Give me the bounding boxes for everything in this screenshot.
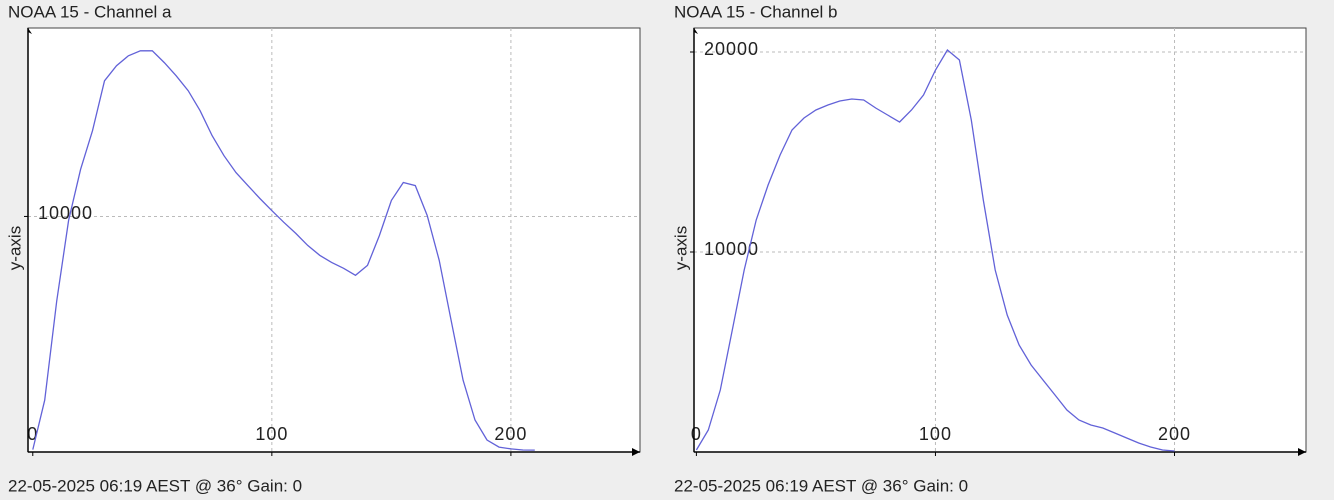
x-tick-label: 0 xyxy=(691,424,702,444)
chart-title: NOAA 15 - Channel a xyxy=(8,2,172,21)
x-tick-label: 100 xyxy=(919,424,952,444)
y-tick-label: 10000 xyxy=(704,239,759,259)
y-axis-arrow xyxy=(694,28,698,34)
footer: 22-05-2025 06:19 AEST @ 36° Gain: 0 xyxy=(674,476,968,495)
y-axis-label: y-axis xyxy=(671,226,690,270)
chart-title: NOAA 15 - Channel b xyxy=(674,2,837,21)
plot-area xyxy=(27,27,641,453)
x-tick-label: 100 xyxy=(255,424,288,444)
y-tick-label: 10000 xyxy=(38,203,93,223)
data-line xyxy=(32,50,535,451)
y-axis-arrow xyxy=(28,28,32,34)
y-axis-label: y-axis xyxy=(5,226,24,270)
x-tick-label: 200 xyxy=(494,424,527,444)
plot-area xyxy=(693,27,1307,453)
data-line xyxy=(695,49,1175,452)
footer: 22-05-2025 06:19 AEST @ 36° Gain: 0 xyxy=(8,476,302,495)
x-axis-arrow xyxy=(1298,448,1306,456)
x-tick-label: 200 xyxy=(1158,424,1191,444)
x-tick-label: 0 xyxy=(27,424,38,444)
y-tick-label: 20000 xyxy=(704,39,759,59)
x-axis-arrow xyxy=(632,448,640,456)
